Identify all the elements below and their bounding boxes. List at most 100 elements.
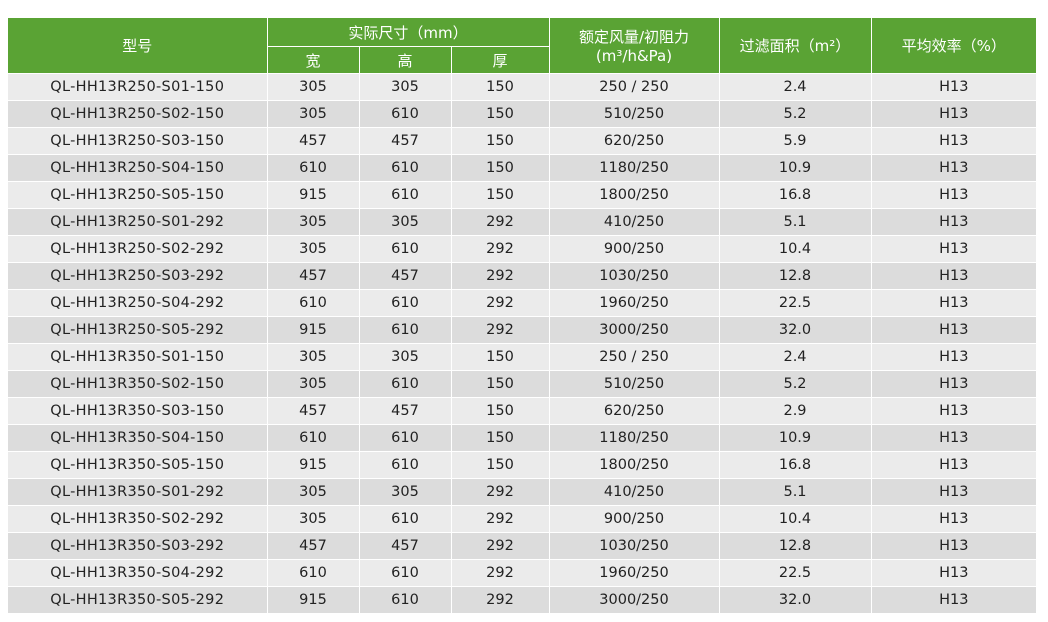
- cell-height: 457: [359, 397, 452, 425]
- cell-efficiency: H13: [871, 451, 1036, 479]
- table-row: QL-HH13R350-S04-292 610 610 292 1960/250 22.5…: [8, 559, 1036, 587]
- cell-thickness: 292: [451, 208, 550, 236]
- cell-filter-area: 5.1: [719, 208, 872, 236]
- table-row: QL-HH13R350-S02-150 305 610 150 510/250 5.2 H1…: [8, 370, 1036, 398]
- cell-airflow: 1800/250: [549, 181, 720, 209]
- spec-table-container: 型号 实际尺寸（mm） 额定风量/初阻力 (m³/h&Pa) 过滤面积（m²） …: [8, 18, 1036, 614]
- cell-airflow: 3000/250: [549, 586, 720, 614]
- cell-efficiency: H13: [871, 262, 1036, 290]
- cell-width: 305: [267, 370, 360, 398]
- cell-height: 610: [359, 154, 452, 182]
- cell-thickness: 150: [451, 451, 550, 479]
- table-row: QL-HH13R250-S05-292 915 610 292 3000/250 32.0…: [8, 316, 1036, 344]
- cell-width: 305: [267, 478, 360, 506]
- cell-filter-area: 22.5: [719, 559, 872, 587]
- cell-thickness: 150: [451, 181, 550, 209]
- cell-filter-area: 5.9: [719, 127, 872, 155]
- cell-airflow: 1030/250: [549, 262, 720, 290]
- table-row: QL-HH13R250-S04-292 610 610 292 1960/250 22.5…: [8, 289, 1036, 317]
- cell-efficiency: H13: [871, 316, 1036, 344]
- table-row: QL-HH13R250-S03-292 457 457 292 1030/250 12.8…: [8, 262, 1036, 290]
- cell-thickness: 150: [451, 370, 550, 398]
- cell-efficiency: H13: [871, 505, 1036, 533]
- cell-model: QL-HH13R350-S04-292: [8, 559, 268, 587]
- cell-thickness: 150: [451, 73, 550, 101]
- header-row-1: 型号 实际尺寸（mm） 额定风量/初阻力 (m³/h&Pa) 过滤面积（m²） …: [8, 18, 1036, 74]
- cell-filter-area: 16.8: [719, 181, 872, 209]
- cell-efficiency: H13: [871, 100, 1036, 128]
- cell-airflow: 1030/250: [549, 532, 720, 560]
- cell-thickness: 292: [451, 289, 550, 317]
- cell-height: 305: [359, 343, 452, 371]
- cell-width: 457: [267, 127, 360, 155]
- cell-model: QL-HH13R350-S04-150: [8, 424, 268, 452]
- cell-efficiency: H13: [871, 343, 1036, 371]
- table-row: QL-HH13R350-S03-150 457 457 150 620/250 2.9 H1…: [8, 397, 1036, 425]
- cell-airflow: 1960/250: [549, 559, 720, 587]
- header-height: 高: [359, 46, 452, 74]
- cell-height: 610: [359, 100, 452, 128]
- cell-height: 610: [359, 235, 452, 263]
- cell-width: 610: [267, 559, 360, 587]
- cell-airflow: 3000/250: [549, 316, 720, 344]
- cell-model: QL-HH13R350-S01-150: [8, 343, 268, 371]
- cell-width: 610: [267, 289, 360, 317]
- cell-height: 610: [359, 370, 452, 398]
- cell-filter-area: 5.2: [719, 370, 872, 398]
- cell-height: 610: [359, 559, 452, 587]
- table-row: QL-HH13R250-S01-150 305 305 150 250 / 250 2.4…: [8, 73, 1036, 101]
- table-row: QL-HH13R250-S02-150 305 610 150 510/250 5.2 H1…: [8, 100, 1036, 128]
- cell-model: QL-HH13R350-S01-292: [8, 478, 268, 506]
- cell-filter-area: 2.9: [719, 397, 872, 425]
- cell-width: 457: [267, 397, 360, 425]
- cell-filter-area: 12.8: [719, 262, 872, 290]
- cell-thickness: 150: [451, 100, 550, 128]
- cell-airflow: 1960/250: [549, 289, 720, 317]
- table-row: QL-HH13R250-S04-150 610 610 150 1180/250 10.9…: [8, 154, 1036, 182]
- cell-airflow: 410/250: [549, 208, 720, 236]
- header-size-group: 实际尺寸（mm）: [267, 18, 550, 47]
- cell-filter-area: 10.4: [719, 235, 872, 263]
- cell-model: QL-HH13R350-S05-150: [8, 451, 268, 479]
- cell-width: 915: [267, 316, 360, 344]
- cell-thickness: 292: [451, 505, 550, 533]
- cell-efficiency: H13: [871, 370, 1036, 398]
- table-row: QL-HH13R350-S05-292 915 610 292 3000/250 32.0…: [8, 586, 1036, 614]
- cell-width: 305: [267, 505, 360, 533]
- cell-width: 915: [267, 451, 360, 479]
- table-row: QL-HH13R250-S05-150 915 610 150 1800/250 16.8…: [8, 181, 1036, 209]
- cell-width: 457: [267, 532, 360, 560]
- cell-height: 610: [359, 424, 452, 452]
- cell-thickness: 150: [451, 127, 550, 155]
- cell-height: 305: [359, 208, 452, 236]
- cell-airflow: 620/250: [549, 127, 720, 155]
- cell-model: QL-HH13R350-S03-150: [8, 397, 268, 425]
- cell-width: 610: [267, 424, 360, 452]
- cell-width: 305: [267, 100, 360, 128]
- cell-height: 610: [359, 505, 452, 533]
- cell-airflow: 510/250: [549, 370, 720, 398]
- cell-efficiency: H13: [871, 208, 1036, 236]
- cell-model: QL-HH13R350-S02-150: [8, 370, 268, 398]
- cell-efficiency: H13: [871, 559, 1036, 587]
- cell-filter-area: 2.4: [719, 343, 872, 371]
- cell-airflow: 620/250: [549, 397, 720, 425]
- header-filter-area: 过滤面积（m²）: [719, 18, 872, 74]
- cell-efficiency: H13: [871, 586, 1036, 614]
- table-body: QL-HH13R250-S01-150 305 305 150 250 / 250 2.4…: [8, 73, 1036, 614]
- cell-model: QL-HH13R250-S03-150: [8, 127, 268, 155]
- cell-width: 915: [267, 181, 360, 209]
- cell-efficiency: H13: [871, 397, 1036, 425]
- header-thickness: 厚: [451, 46, 550, 74]
- cell-model: QL-HH13R250-S01-292: [8, 208, 268, 236]
- cell-filter-area: 5.1: [719, 478, 872, 506]
- cell-width: 305: [267, 235, 360, 263]
- cell-airflow: 410/250: [549, 478, 720, 506]
- table-row: QL-HH13R350-S03-292 457 457 292 1030/250 12.8…: [8, 532, 1036, 560]
- cell-filter-area: 32.0: [719, 586, 872, 614]
- cell-filter-area: 2.4: [719, 73, 872, 101]
- cell-airflow: 250 / 250: [549, 343, 720, 371]
- cell-model: QL-HH13R250-S04-150: [8, 154, 268, 182]
- cell-thickness: 150: [451, 343, 550, 371]
- cell-efficiency: H13: [871, 478, 1036, 506]
